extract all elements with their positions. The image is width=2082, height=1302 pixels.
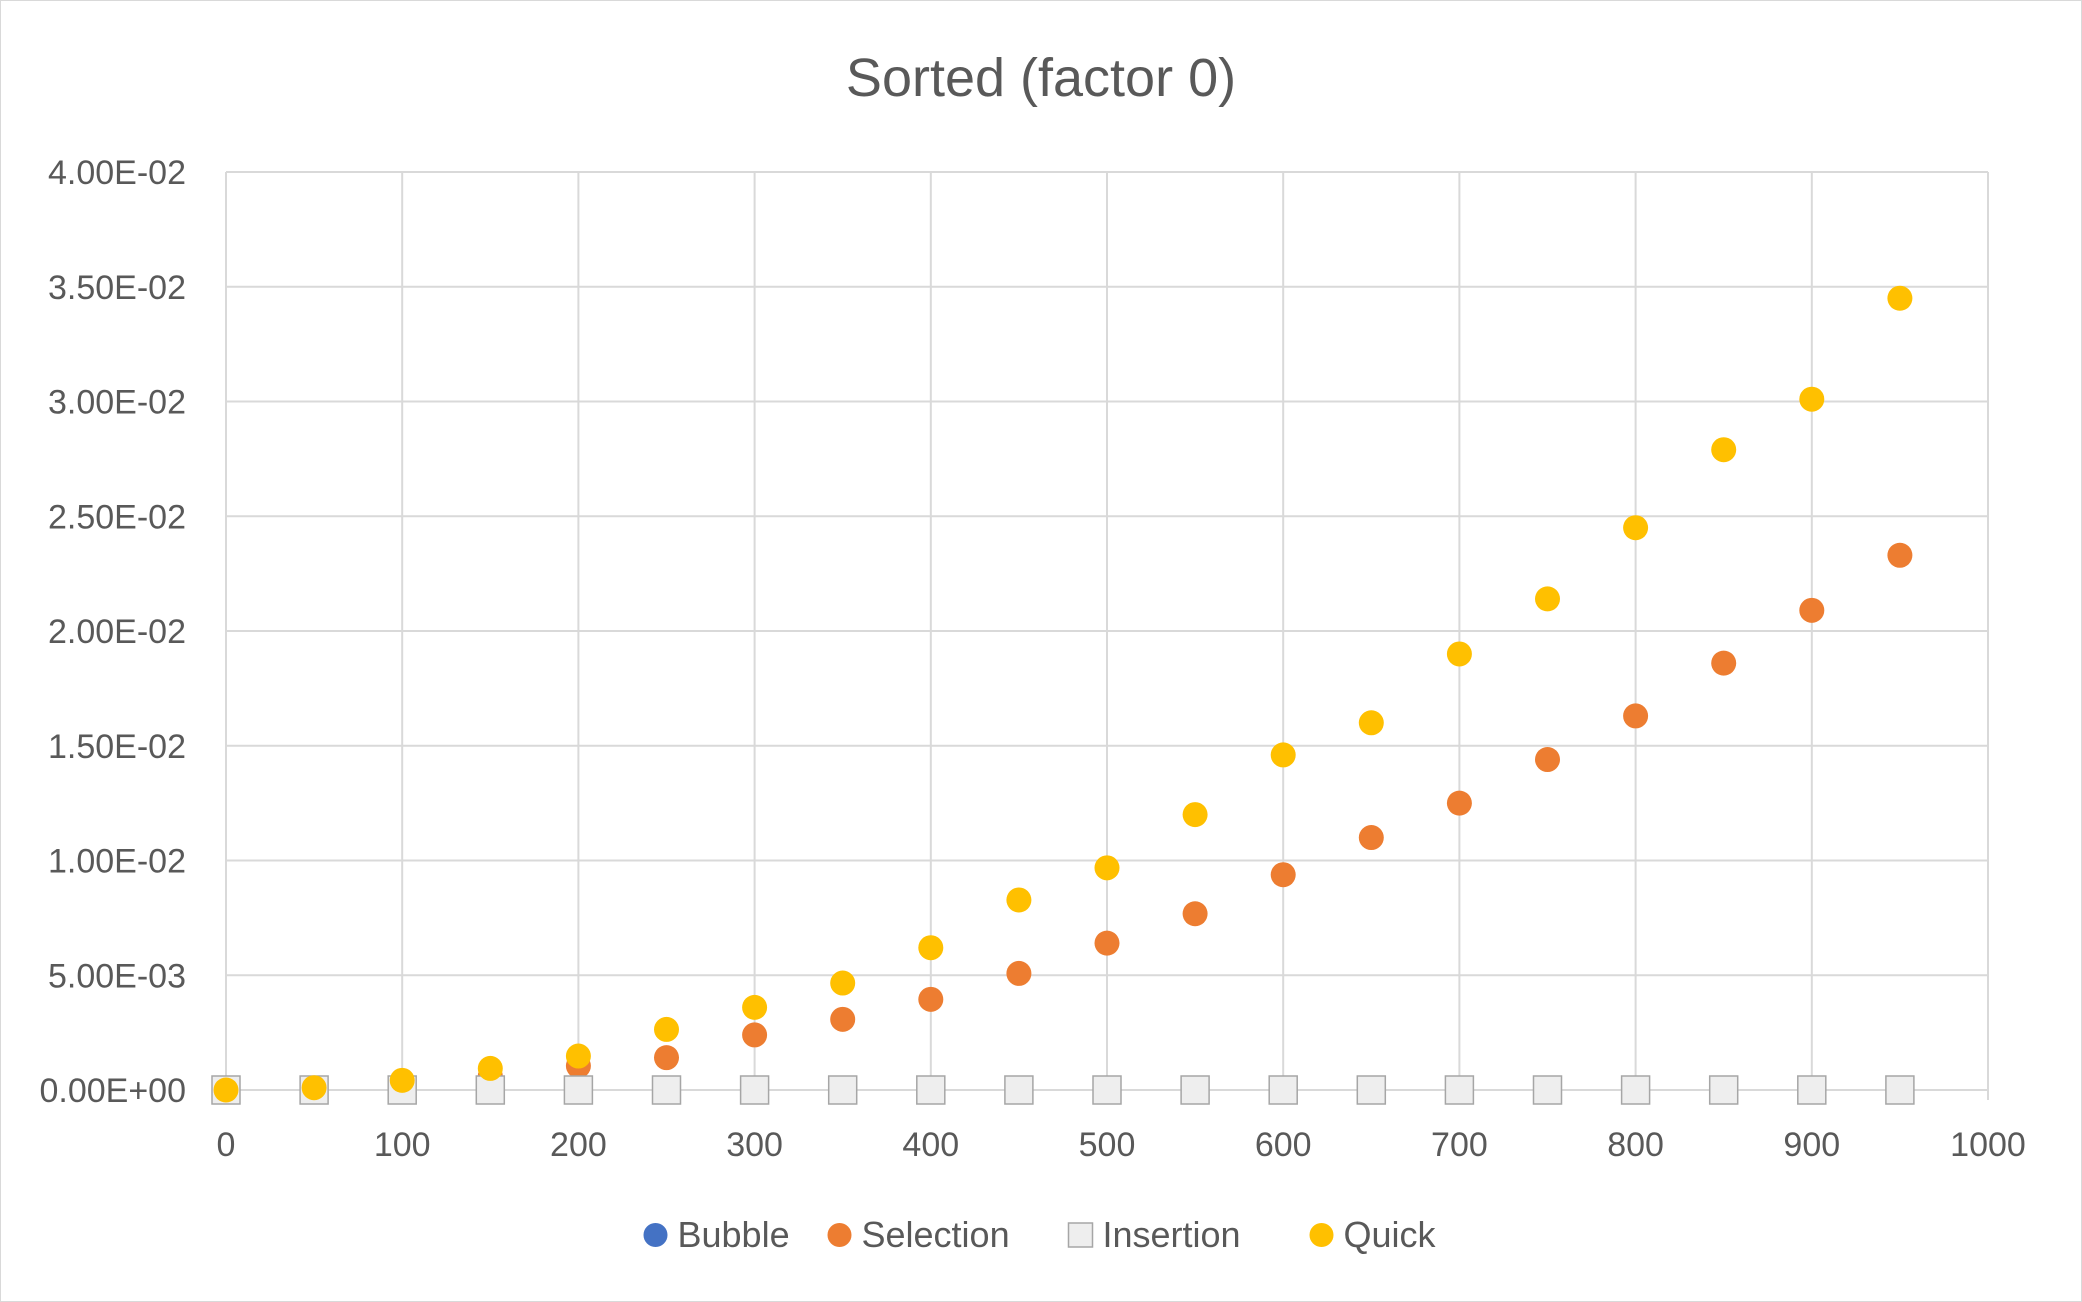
- insertion-point: [1092, 1075, 1122, 1105]
- x-tick-label: 400: [902, 1126, 959, 1164]
- insertion-point: [1532, 1075, 1563, 1105]
- quick-point: [1270, 742, 1296, 768]
- chart-title: Sorted (factor 0): [846, 48, 1236, 108]
- insertion-point: [1797, 1075, 1827, 1105]
- legend-item-insertion: Insertion: [1067, 1214, 1241, 1255]
- legend-marker-insertion: [1067, 1222, 1094, 1248]
- selection-point: [1182, 901, 1208, 927]
- x-tick-label: 900: [1783, 1126, 1840, 1164]
- selection-point: [1446, 790, 1472, 816]
- quick-point: [1535, 586, 1560, 612]
- selection-point: [654, 1045, 679, 1071]
- legend-marker-selection: [827, 1223, 852, 1247]
- x-tick-label: 700: [1431, 1126, 1488, 1164]
- x-tick-label: 1000: [1950, 1126, 2026, 1164]
- quick-point: [1446, 641, 1472, 667]
- insertion-point: [1268, 1075, 1298, 1105]
- x-tick-label: 0: [217, 1126, 236, 1164]
- quick-point: [389, 1067, 415, 1093]
- legend-label-bubble: Bubble: [678, 1214, 790, 1255]
- y-tick-label: 1.00E-02: [48, 843, 186, 881]
- selection-point: [1535, 747, 1560, 773]
- selection-point: [1623, 703, 1649, 729]
- quick-point: [1799, 386, 1825, 412]
- quick-point: [477, 1055, 503, 1081]
- selection-point: [1094, 930, 1120, 956]
- quick-point: [1182, 802, 1208, 828]
- legend-label-insertion: Insertion: [1103, 1214, 1241, 1255]
- selection-point: [918, 986, 944, 1012]
- quick-point: [1711, 437, 1737, 463]
- quick-point: [1887, 285, 1913, 311]
- legend-marker-bubble: [643, 1223, 668, 1247]
- insertion-point: [1180, 1075, 1210, 1105]
- selection-point: [1799, 597, 1825, 623]
- y-tick-label: 3.50E-02: [48, 269, 186, 307]
- insertion-point: [475, 1075, 506, 1105]
- x-tick-label: 200: [550, 1126, 607, 1164]
- quick-point: [830, 970, 856, 996]
- quick-point: [742, 994, 768, 1020]
- y-tick-label: 0.00E+00: [39, 1072, 186, 1110]
- x-tick-label: 100: [374, 1126, 431, 1164]
- insertion-point: [739, 1075, 770, 1105]
- axes: 0.00E+00 5.00E-03 1.00E-02 1.50E-02 2.00E-02…: [39, 154, 2025, 1164]
- insertion-point: [827, 1075, 858, 1105]
- x-tick-label: 800: [1607, 1126, 1664, 1164]
- legend-label-quick: Quick: [1344, 1214, 1437, 1255]
- legend-marker-quick: [1309, 1223, 1334, 1247]
- legend-item-selection: Selection: [827, 1214, 1010, 1255]
- y-tick-label: 3.00E-02: [48, 384, 186, 422]
- selection-point: [742, 1022, 768, 1048]
- insertion-point: [1004, 1075, 1034, 1105]
- legend-item-quick: Quick: [1309, 1214, 1437, 1255]
- selection-point: [1270, 862, 1296, 888]
- quick-point: [1094, 855, 1120, 881]
- selection-point: [1358, 825, 1384, 851]
- quick-point: [918, 935, 944, 961]
- selection-point: [1711, 650, 1737, 676]
- insertion-point: [1708, 1075, 1739, 1105]
- insertion-point: [1356, 1075, 1387, 1105]
- insertion-point: [1620, 1075, 1651, 1105]
- selection-point: [1887, 542, 1913, 568]
- insertion-point: [1444, 1075, 1475, 1105]
- y-tick-label: 1.50E-02: [48, 728, 186, 766]
- quick-point: [1623, 515, 1649, 541]
- quick-point: [1358, 710, 1384, 736]
- selection-point: [1006, 960, 1032, 986]
- legend-label-selection: Selection: [862, 1214, 1010, 1255]
- insertion-point: [563, 1075, 594, 1105]
- y-tick-label: 2.50E-02: [48, 498, 186, 536]
- quick-point: [1006, 887, 1032, 913]
- quick-point: [301, 1075, 327, 1101]
- quick-point: [565, 1043, 591, 1069]
- insertion-point: [651, 1075, 682, 1105]
- y-tick-label: 5.00E-03: [48, 957, 186, 995]
- legend-item-bubble: Bubble: [643, 1214, 790, 1255]
- x-tick-label: 300: [726, 1126, 783, 1164]
- data-points: [211, 285, 1915, 1105]
- quick-point: [654, 1016, 679, 1042]
- y-tick-label: 4.00E-02: [48, 154, 186, 192]
- insertion-point: [1885, 1075, 1915, 1105]
- insertion-point: [916, 1075, 946, 1105]
- x-tick-label: 600: [1255, 1126, 1312, 1164]
- x-tick-label: 500: [1079, 1126, 1136, 1164]
- quick-point: [213, 1077, 239, 1103]
- y-tick-label: 2.00E-02: [48, 613, 186, 651]
- selection-point: [830, 1006, 856, 1032]
- legend: Bubble Selection Insertion Quick: [643, 1214, 1437, 1255]
